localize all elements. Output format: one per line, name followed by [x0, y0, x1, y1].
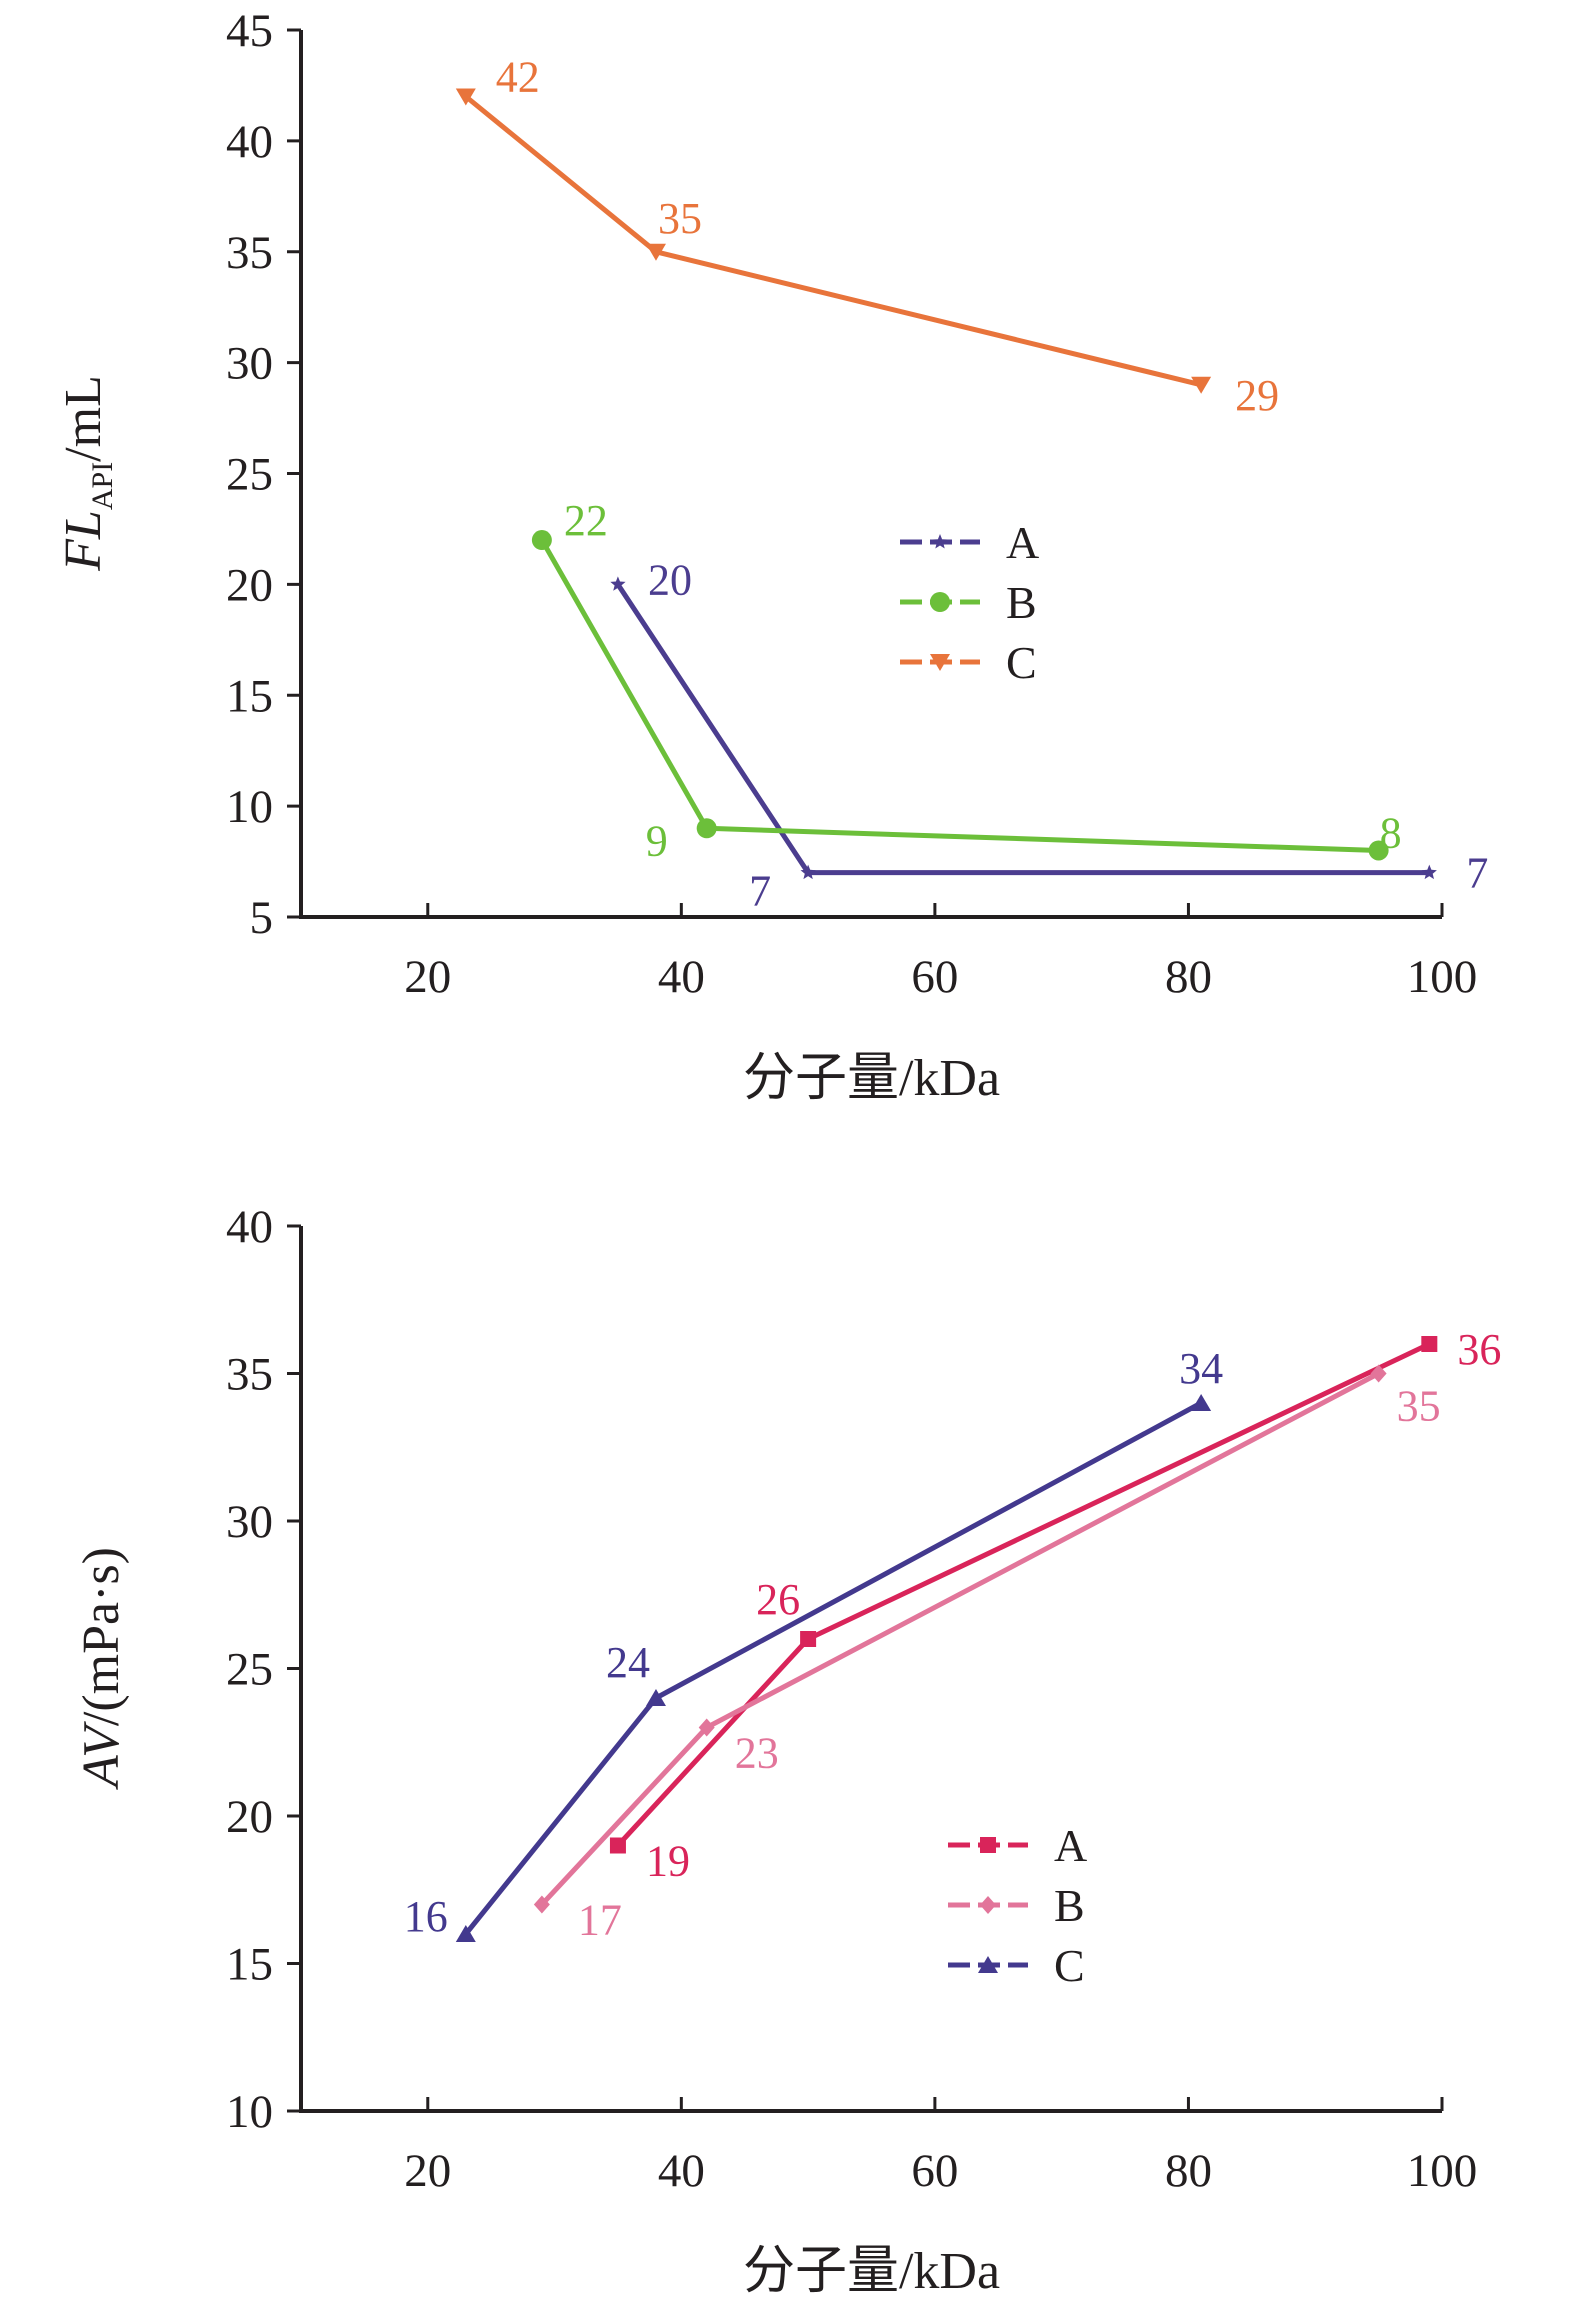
series-B-line — [540, 1371, 1380, 1907]
y-tick-label: 15 — [226, 1939, 273, 1991]
series-B-data-label: 17 — [578, 1896, 622, 1945]
x-tick-label: 80 — [1165, 2145, 1212, 2197]
series-A: 207 7 — [610, 555, 1488, 916]
series-C-point — [645, 243, 666, 261]
series-C-data-label: 34 — [1179, 1344, 1223, 1393]
y-tick-label: 30 — [226, 338, 273, 390]
y-tick-label: 35 — [226, 1349, 273, 1401]
x-tick-label: 60 — [911, 2145, 958, 2197]
series-C-point — [1191, 1394, 1212, 1411]
legend-marker-C — [978, 1956, 998, 1973]
series-A: 19 26 36 — [609, 1325, 1501, 1886]
y-axis-label-main: FL — [55, 510, 112, 572]
series-B-point — [1368, 840, 1389, 861]
series-C-data-label: 42 — [496, 53, 540, 102]
legend-marker-A — [932, 534, 948, 549]
series-C: 16 24 34 — [404, 1344, 1223, 1942]
y-tick-label: 35 — [226, 227, 273, 279]
series-B-data-label: 22 — [564, 496, 608, 545]
x-tick-label: 80 — [1165, 951, 1212, 1003]
series-C-data-label: 16 — [404, 1892, 448, 1941]
series-A-point — [800, 864, 816, 880]
y-tick-label: 10 — [226, 781, 273, 833]
series-A-point — [800, 1631, 817, 1647]
y-tick-label: 25 — [226, 1644, 273, 1696]
chart-fl-api: 5 10 15 20 25 30 35 40 45 20 40 60 80 100 分子量/kDa FLAPI… — [55, 5, 1488, 1107]
series-B-data-label: 35 — [1397, 1382, 1441, 1431]
series-A-data-label: 7 — [1466, 849, 1488, 898]
series-C: 42 35 29 — [455, 53, 1279, 420]
y-tick-label: 25 — [226, 449, 273, 501]
series-A-data-label: 26 — [756, 1575, 800, 1624]
series-B: 17 23 35 — [533, 1364, 1441, 1945]
x-tick-label: 100 — [1407, 2145, 1478, 2197]
x-tick-label: 100 — [1407, 951, 1478, 1003]
y-axis-label: FLAPI/mL — [55, 375, 119, 572]
series-B-data-label: 23 — [735, 1729, 779, 1778]
y-tick-label: 30 — [226, 1496, 273, 1548]
series-C-point — [645, 1689, 666, 1706]
y-tick-label: 40 — [226, 116, 273, 168]
legend-label-A: A — [1054, 1820, 1087, 1871]
x-axis-label: 分子量/kDa — [743, 1050, 1000, 1107]
x-tick-label: 20 — [404, 2145, 451, 2197]
x-tick-label: 40 — [658, 951, 705, 1003]
series-A-data-label: 7 — [749, 867, 771, 916]
x-tick-label: 40 — [658, 2145, 705, 2197]
series-A-point — [610, 576, 626, 591]
legend-marker-A — [980, 1837, 996, 1853]
y-axis-label-main: AV — [73, 1721, 130, 1790]
y-axis-label: AV/(mPa·s) — [73, 1547, 130, 1790]
legend-label-B: B — [1006, 577, 1037, 628]
series-C-line — [464, 94, 1202, 388]
y-tick-label: 5 — [250, 892, 274, 944]
legend-marker-C — [930, 654, 950, 671]
series-A-data-label: 20 — [648, 555, 692, 604]
legend-label-B: B — [1054, 1880, 1085, 1931]
series-A-data-label: 19 — [646, 1837, 690, 1886]
y-tick-label: 10 — [226, 2086, 273, 2138]
series-B: 22 9 8 — [531, 496, 1402, 865]
series-C-line — [463, 1400, 1203, 1936]
series-B-data-label: 9 — [646, 816, 668, 865]
series-A-point — [609, 1837, 626, 1854]
series-C-data-label: 24 — [606, 1638, 650, 1687]
legend-label-A: A — [1006, 517, 1039, 568]
series-B-point — [531, 530, 552, 551]
series-A-point — [1421, 864, 1437, 880]
y-axis-label-sub: API — [86, 462, 119, 510]
chart-av: 10 15 20 25 30 35 40 20 40 60 80 100 分子量/kDa AV/(mPa·… — [73, 1201, 1501, 2300]
series-A-data-label: 36 — [1457, 1325, 1501, 1374]
x-tick-label: 60 — [911, 951, 958, 1003]
y-tick-label: 20 — [226, 559, 273, 611]
series-C-point — [455, 88, 476, 106]
legend-marker-B — [980, 1896, 996, 1914]
series-B-point — [533, 1895, 550, 1914]
y-tick-label: 20 — [226, 1791, 273, 1843]
legend-marker-B — [930, 592, 950, 612]
x-tick-label: 20 — [404, 951, 451, 1003]
series-B-point — [698, 1718, 715, 1737]
series-B-data-label: 8 — [1380, 808, 1402, 857]
y-axis-label-unit: /(mPa·s) — [73, 1547, 130, 1726]
series-C-point — [1191, 376, 1212, 394]
series-C-data-label: 29 — [1235, 371, 1279, 420]
series-C-point — [455, 1925, 476, 1942]
legend: ABC — [948, 1820, 1087, 1991]
y-tick-label: 15 — [226, 670, 273, 722]
y-tick-label: 45 — [226, 5, 273, 57]
legend-label-C: C — [1006, 637, 1037, 688]
series-B-point — [696, 818, 717, 839]
series-B-point — [1370, 1364, 1387, 1383]
series-A-point — [1421, 1336, 1438, 1352]
x-axis-label: 分子量/kDa — [743, 2243, 1000, 2300]
y-axis-label-unit: /mL — [55, 375, 112, 462]
series-C-data-label: 35 — [658, 194, 702, 243]
legend-label-C: C — [1054, 1940, 1085, 1991]
y-tick-label: 40 — [226, 1201, 273, 1253]
legend: ABC — [900, 517, 1039, 688]
